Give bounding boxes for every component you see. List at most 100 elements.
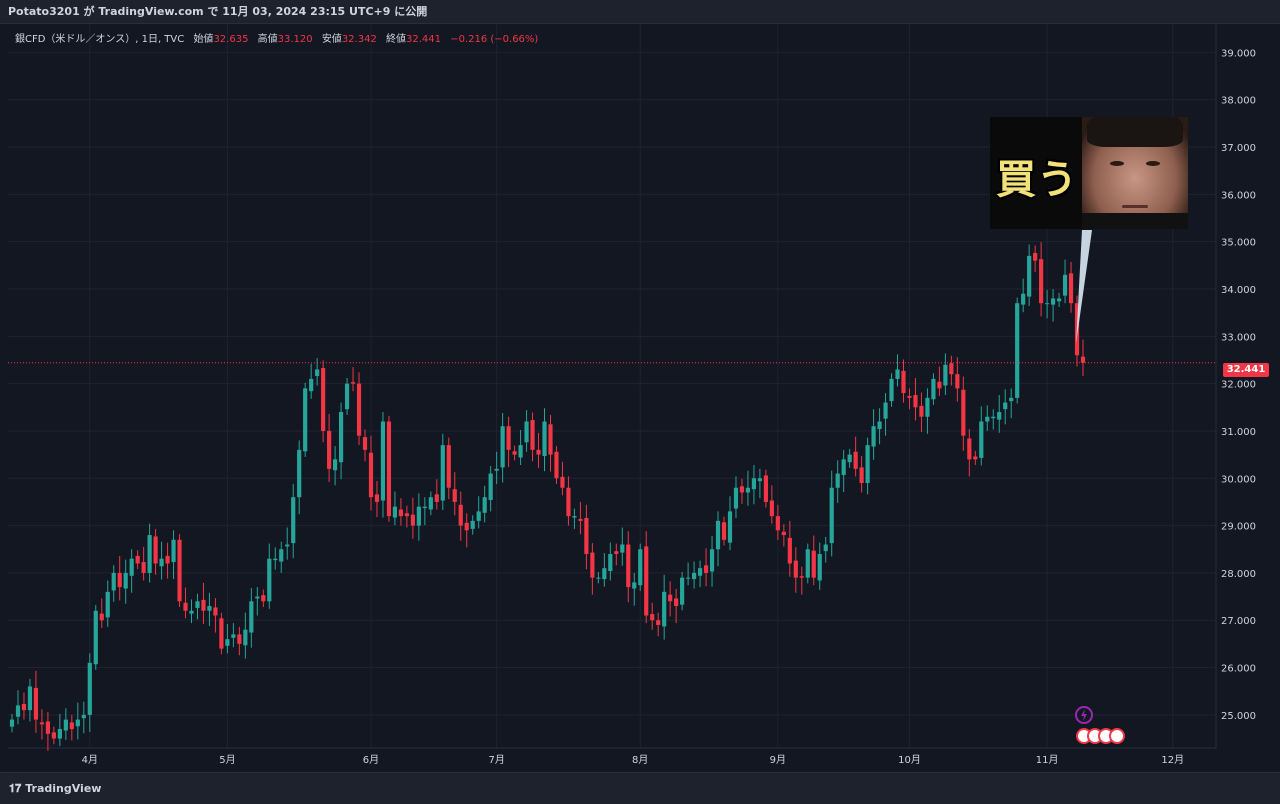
candle-body — [931, 378, 936, 400]
candle-body — [464, 522, 469, 531]
candle-body — [416, 506, 421, 526]
candle-body — [93, 610, 98, 665]
us-flag-event-icon — [1109, 728, 1125, 744]
candle-body — [1027, 255, 1032, 297]
candle-body — [518, 445, 523, 458]
y-tick-label: 38.000 — [1221, 96, 1256, 107]
candle-body — [1050, 298, 1056, 305]
candle-body — [470, 520, 475, 529]
candle-body — [380, 421, 386, 501]
candle-body — [632, 582, 637, 589]
candle-body — [69, 722, 74, 730]
candle-body — [135, 555, 140, 564]
symbol-name[interactable]: 銀CFD（米ドル／オンス）, 1日, TVC — [15, 34, 185, 45]
candle-body — [87, 662, 92, 715]
candle-body — [889, 378, 894, 402]
candle-body — [249, 601, 254, 633]
candle-body — [27, 686, 33, 711]
x-tick-label: 10月 — [898, 754, 921, 766]
candle-body — [225, 639, 230, 646]
open-label: 始値 — [193, 34, 214, 45]
candle-body — [63, 719, 68, 731]
candle-body — [1009, 397, 1014, 402]
candle-body — [207, 606, 212, 611]
candle-body — [853, 451, 858, 469]
candle-body — [195, 601, 200, 608]
candle-body — [201, 599, 206, 611]
candle-body — [691, 572, 697, 580]
x-tick-label: 6月 — [363, 754, 379, 766]
candle-body — [81, 714, 86, 719]
event-markers[interactable] — [1074, 705, 1130, 747]
candle-body — [1039, 259, 1044, 304]
candle-body — [362, 437, 368, 450]
x-tick-label: 5月 — [219, 754, 235, 766]
close-value: 32.441 — [406, 34, 441, 45]
candle-body — [213, 607, 218, 616]
y-tick-label: 30.000 — [1221, 474, 1256, 485]
candle-body — [333, 459, 338, 471]
candle-body — [769, 500, 774, 517]
tradingview-logo[interactable]: 𝟏𝟕 TradingView — [9, 782, 101, 796]
candle-body — [327, 430, 332, 469]
candle-body — [428, 497, 433, 510]
brand-name: TradingView — [25, 782, 102, 795]
candle-body — [656, 620, 661, 625]
candle-body — [123, 572, 128, 589]
candle-body — [686, 577, 691, 579]
candle-body — [572, 516, 577, 518]
candle-body — [697, 568, 703, 576]
candle-body — [715, 520, 721, 550]
candle-body — [303, 388, 308, 452]
candle-body — [386, 421, 392, 517]
x-tick-label: 12月 — [1161, 754, 1184, 766]
candle-body — [99, 613, 104, 621]
candle-body — [1045, 303, 1050, 305]
candle-body — [51, 732, 56, 739]
y-tick-label: 31.000 — [1221, 427, 1256, 438]
last-price-tag: 32.441 — [1223, 363, 1269, 377]
candle-body — [709, 549, 715, 572]
candle-body — [739, 486, 745, 493]
candle-body — [793, 560, 798, 578]
candle-body — [129, 558, 134, 576]
candle-body — [721, 522, 727, 540]
candle-body — [476, 511, 481, 521]
candle-body — [841, 459, 846, 475]
candle-body — [925, 397, 930, 417]
candle-body — [309, 378, 314, 392]
candle-body — [662, 591, 667, 627]
high-label: 高値 — [257, 34, 278, 45]
candle-body — [530, 420, 535, 450]
candle-body — [512, 451, 517, 455]
candle-body — [967, 438, 972, 460]
candle-body — [991, 416, 996, 419]
candle-body — [943, 364, 948, 386]
candle-body — [668, 594, 673, 602]
candle-body — [608, 553, 613, 572]
candle-body — [823, 544, 828, 552]
candle-body — [949, 363, 954, 375]
candle-body — [835, 473, 840, 488]
candle-body — [979, 421, 984, 458]
candle-body — [1003, 402, 1008, 410]
candlestick-chart[interactable]: 25.000 26.000 27.000 28.000 29.000 30.000 31.0… — [8, 24, 1272, 772]
candle-body — [859, 467, 864, 484]
candle-body — [297, 449, 302, 498]
candle-body — [745, 487, 751, 493]
candle-body — [183, 602, 188, 611]
candle-body — [21, 703, 27, 711]
tradingview-logo-icon: 𝟏𝟕 — [9, 782, 22, 795]
callout-pointer — [1076, 230, 1092, 344]
candle-body — [147, 535, 152, 573]
candle-body — [751, 478, 757, 490]
candle-body — [536, 449, 541, 455]
candle-body — [267, 558, 272, 602]
candle-body — [458, 504, 463, 526]
candle-body — [315, 369, 320, 377]
candle-body — [117, 572, 122, 588]
candle-body — [871, 426, 876, 447]
y-tick-label: 28.000 — [1221, 569, 1256, 580]
candle-body — [614, 551, 619, 554]
shirt-shape — [1082, 213, 1188, 229]
